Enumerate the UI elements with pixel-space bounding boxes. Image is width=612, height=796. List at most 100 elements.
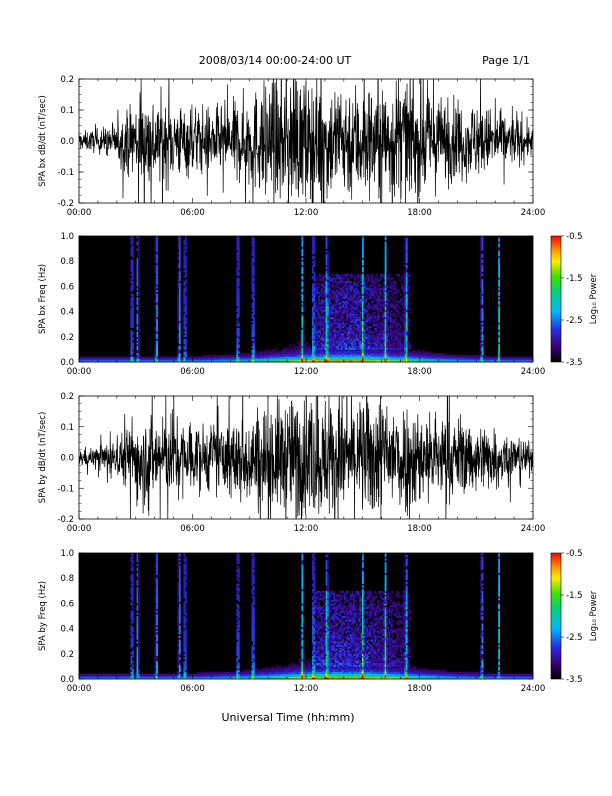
- heatmap-cell: [374, 279, 376, 281]
- y-tick-label: 0.6: [60, 282, 74, 292]
- heatmap-cell: [138, 312, 140, 314]
- y-tick-label: 0.0: [60, 137, 74, 147]
- heatmap-cell: [400, 279, 402, 281]
- heatmap-cell: [253, 290, 255, 292]
- heatmap-cell: [238, 272, 240, 274]
- heatmap-cell: [498, 349, 500, 351]
- heatmap-cell: [498, 322, 500, 324]
- heatmap-cell: [301, 304, 303, 306]
- y-axis-label: SPA bx Freq (Hz): [38, 264, 48, 334]
- heatmap-cell: [386, 321, 388, 323]
- heatmap-cell: [357, 274, 359, 276]
- heatmap-cell: [130, 279, 132, 281]
- heatmap-cell: [380, 340, 382, 342]
- heatmap-cell: [301, 270, 303, 272]
- heatmap-cell: [406, 317, 408, 319]
- heatmap-cell: [379, 283, 381, 285]
- heatmap-cell: [185, 348, 187, 350]
- heatmap-cell: [397, 304, 399, 306]
- heatmap-cell: [357, 294, 359, 296]
- heatmap-cell: [386, 292, 388, 294]
- heatmap-cell: [156, 308, 158, 310]
- heatmap-cell: [312, 258, 314, 260]
- heatmap-cell: [301, 286, 303, 288]
- heatmap-cell: [498, 295, 500, 297]
- heatmap-cell: [138, 261, 140, 263]
- heatmap-cell: [329, 276, 331, 278]
- heatmap-cell: [238, 259, 240, 261]
- heatmap-cell: [130, 290, 132, 292]
- heatmap-cell: [391, 295, 393, 297]
- heatmap-cell: [323, 303, 325, 305]
- heatmap-cell: [185, 344, 187, 346]
- heatmap-cell: [380, 342, 382, 344]
- heatmap-cell: [406, 301, 408, 303]
- x-tick-label: 18:00: [407, 367, 432, 377]
- heatmap-cell: [498, 351, 500, 353]
- heatmap-cell: [392, 335, 394, 337]
- heatmap-cell: [185, 261, 187, 263]
- heatmap-cell: [400, 308, 402, 310]
- heatmap-cell: [392, 299, 394, 301]
- heatmap-cell: [138, 315, 140, 317]
- heatmap-cell: [482, 247, 484, 249]
- heatmap-cell: [498, 330, 500, 332]
- heatmap-cell: [385, 288, 387, 290]
- heatmap-cell: [238, 268, 240, 270]
- heatmap-cell: [318, 292, 320, 294]
- heatmap-cell: [132, 259, 134, 261]
- heatmap-cell: [498, 290, 500, 292]
- heatmap-cell: [238, 290, 240, 292]
- heatmap-cell: [312, 270, 314, 272]
- heatmap-cell: [341, 285, 343, 287]
- heatmap-cell: [395, 283, 397, 285]
- heatmap-cell: [371, 276, 373, 278]
- heatmap-cell: [185, 328, 187, 330]
- heatmap-cell: [156, 303, 158, 305]
- heatmap-cell: [156, 315, 158, 317]
- heatmap-cell: [386, 286, 388, 288]
- heatmap-cell: [179, 339, 181, 341]
- heatmap-cell: [353, 337, 355, 339]
- heatmap-cell: [482, 313, 484, 315]
- heatmap-cell: [238, 324, 240, 326]
- heatmap-cell: [327, 265, 329, 267]
- heatmap-cell: [498, 306, 500, 308]
- heatmap-cell: [253, 258, 255, 260]
- heatmap-cell: [397, 310, 399, 312]
- heatmap-cell: [238, 277, 240, 279]
- heatmap-cell: [185, 331, 187, 333]
- heatmap-cell: [138, 286, 140, 288]
- heatmap-cell: [303, 333, 305, 335]
- heatmap-cell: [179, 322, 181, 324]
- heatmap-cell: [376, 281, 378, 283]
- heatmap-cell: [482, 335, 484, 337]
- heatmap-cell: [344, 335, 346, 337]
- heatmap-cell: [253, 312, 255, 314]
- heatmap-cell: [367, 285, 369, 287]
- heatmap-cell: [373, 299, 375, 301]
- heatmap-cell: [406, 249, 408, 251]
- heatmap-cell: [132, 333, 134, 335]
- heatmap-cell: [317, 279, 319, 281]
- heatmap-cell: [138, 319, 140, 321]
- heatmap-cell: [132, 346, 134, 348]
- heatmap-cell: [303, 335, 305, 337]
- heatmap-cell: [380, 326, 382, 328]
- heatmap-cell: [351, 274, 353, 276]
- heatmap-cell: [185, 330, 187, 332]
- heatmap-cell: [345, 326, 347, 328]
- heatmap-cell: [480, 252, 482, 254]
- heatmap-cell: [386, 337, 388, 339]
- heatmap-cell: [385, 267, 387, 269]
- heatmap-cell: [156, 256, 158, 258]
- heatmap-cell: [179, 312, 181, 314]
- heatmap-cell: [364, 294, 366, 296]
- heatmap-cell: [185, 288, 187, 290]
- heatmap-cell: [138, 353, 140, 355]
- heatmap-cell: [354, 344, 356, 346]
- heatmap-cell: [320, 294, 322, 296]
- heatmap-cell: [156, 240, 158, 242]
- heatmap-cell: [406, 254, 408, 256]
